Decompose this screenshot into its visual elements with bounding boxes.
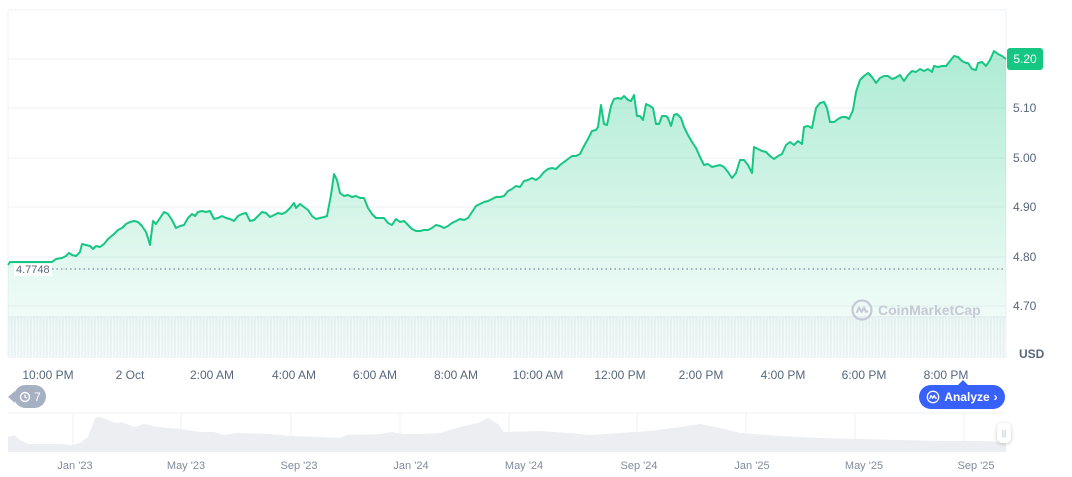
currency-label: USD (1019, 347, 1045, 361)
y-label: 4.70 (1013, 299, 1037, 313)
x-label: 6:00 AM (352, 368, 398, 382)
x-label: 10:00 PM (22, 368, 74, 382)
history-count: 7 (34, 389, 41, 404)
x-label: 8:00 AM (433, 368, 479, 382)
history-badge[interactable]: 7 (8, 385, 46, 408)
x-label: 6:00 PM (841, 368, 887, 382)
x-label: 4:00 PM (760, 368, 806, 382)
analyze-label: Analyze (944, 390, 990, 404)
chevron-right-icon: › (993, 390, 998, 404)
x-label: 4:00 AM (271, 368, 317, 382)
x-label: 12:00 PM (594, 368, 646, 382)
navigator-area (8, 417, 1006, 452)
navigator-drag-handle[interactable]: || (997, 423, 1011, 443)
x-label: 2:00 AM (189, 368, 235, 382)
navigator-label: Sep '23 (280, 460, 318, 472)
y-label: 5.10 (1013, 101, 1037, 115)
navigator-label: Jan '25 (734, 460, 770, 472)
range-navigator[interactable] (0, 410, 1072, 460)
x-label: 10:00 AM (512, 368, 564, 382)
cmc-logo-icon (926, 390, 940, 404)
history-icon (19, 391, 31, 402)
y-label: 4.80 (1013, 250, 1037, 264)
watermark: CoinMarketCap (851, 299, 981, 321)
y-label: 5.00 (1013, 151, 1037, 165)
navigator-label: Jan '24 (393, 460, 429, 472)
navigator-label: Jan '23 (57, 460, 93, 472)
x-label: 2:00 PM (678, 368, 724, 382)
watermark-text: CoinMarketCap (878, 302, 981, 318)
navigator-label: Sep '24 (620, 460, 658, 472)
price-area (8, 51, 1006, 358)
x-label: 2 Oct (115, 368, 145, 382)
open-price-label: 4.7748 (14, 264, 52, 276)
navigator-label: May '25 (844, 460, 884, 472)
navigator-label: May '24 (504, 460, 544, 472)
price-line (7, 50, 1007, 266)
x-label: 8:00 PM (923, 368, 969, 382)
navigator-label: Sep '25 (957, 460, 995, 472)
price-chart[interactable] (0, 0, 1072, 360)
cmc-logo-icon (851, 299, 873, 321)
y-label: 4.90 (1013, 200, 1037, 214)
current-price-tag: 5.20 (1007, 48, 1043, 70)
navigator-label: May '23 (166, 460, 206, 472)
analyze-button[interactable]: Analyze › (919, 380, 1005, 409)
